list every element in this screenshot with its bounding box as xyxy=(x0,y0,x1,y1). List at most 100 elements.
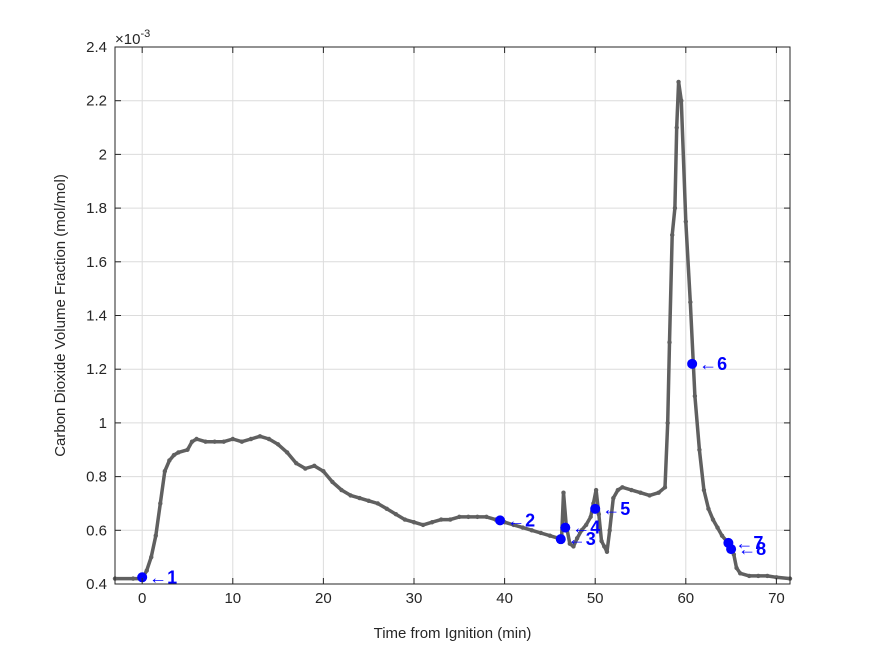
series-point xyxy=(710,517,716,522)
y-tick-label: 0.4 xyxy=(86,576,107,593)
series-point xyxy=(756,573,761,579)
series-point xyxy=(321,469,326,474)
annotation-marker-4 xyxy=(560,522,571,533)
series-point xyxy=(275,442,281,447)
series-point xyxy=(662,485,668,490)
series-point xyxy=(203,439,208,444)
annotation-label-4: ←4 xyxy=(572,518,600,538)
y-exponent-power: -3 xyxy=(140,28,150,40)
series-point xyxy=(629,487,634,493)
y-axis-title: Carbon Dioxide Volume Fraction (mol/mol) xyxy=(52,174,69,457)
x-tick-label: 60 xyxy=(677,590,694,607)
series-point xyxy=(697,447,702,452)
series-point xyxy=(239,439,245,444)
series-point xyxy=(348,493,353,498)
y-exponent-base: ×10 xyxy=(115,31,140,48)
series-point xyxy=(672,205,678,211)
series-point xyxy=(162,469,168,474)
series-point xyxy=(615,487,621,493)
series-point xyxy=(599,538,604,544)
ticks: 0 10 20 30 40 50 60 70 0.4 0.6 0.8 1 1.2 1.4 1.6 1.8 2 2.… xyxy=(86,39,790,607)
annotation-label-2: ←2 xyxy=(507,510,535,530)
series-point xyxy=(339,487,344,493)
annotation-marker-8 xyxy=(726,544,737,555)
series-point xyxy=(176,450,181,455)
series-point xyxy=(579,528,584,533)
series-point xyxy=(511,522,516,528)
series-point xyxy=(719,533,725,538)
series-point xyxy=(620,485,625,490)
annotation-marker-6 xyxy=(687,358,698,369)
y-tick-label: 2.4 xyxy=(86,39,107,56)
series-point xyxy=(266,436,272,442)
x-tick-label: 0 xyxy=(138,590,146,607)
annotation-label-8: ←8 xyxy=(738,539,766,559)
series-point xyxy=(438,517,444,522)
series-point xyxy=(357,495,362,501)
series-point xyxy=(411,520,417,525)
annotation-label-6: ←6 xyxy=(699,354,727,374)
x-axis-title: Time from Ignition (min) xyxy=(374,625,532,642)
series-point xyxy=(747,573,752,579)
annotation-marker-1 xyxy=(137,572,148,583)
series-point xyxy=(611,495,616,501)
series-point xyxy=(475,514,480,520)
series-point xyxy=(547,533,553,538)
series-point xyxy=(665,420,670,426)
series-point xyxy=(737,571,743,576)
series-point xyxy=(312,463,317,469)
series-point xyxy=(303,466,308,471)
series-point xyxy=(520,525,525,530)
annotation-label-7: ←7 xyxy=(735,533,763,553)
y-tick-label: 0.8 xyxy=(86,469,107,486)
y-tick-label: 1.6 xyxy=(86,254,107,271)
series-point xyxy=(692,393,698,399)
series-point xyxy=(607,528,612,533)
series-point xyxy=(676,79,681,85)
series-point xyxy=(715,525,720,530)
series-point xyxy=(679,98,684,103)
series-point xyxy=(688,299,693,305)
series-point xyxy=(593,487,599,493)
series-point xyxy=(667,340,672,345)
annotation-marker-3 xyxy=(555,534,566,545)
series-point xyxy=(674,125,679,130)
series-point xyxy=(375,501,380,506)
series-point xyxy=(248,436,254,442)
series-point xyxy=(284,450,290,455)
series-point xyxy=(647,493,652,498)
x-tick-label: 30 xyxy=(406,590,423,607)
series-point xyxy=(765,573,770,579)
series-point xyxy=(683,219,689,224)
series-point xyxy=(393,511,399,517)
x-tick-label: 40 xyxy=(496,590,513,607)
series-point xyxy=(158,501,163,506)
series-point xyxy=(638,490,643,495)
y-tick-label: 1.8 xyxy=(86,200,107,217)
series-point xyxy=(257,434,263,439)
series-point xyxy=(734,565,739,571)
series-point xyxy=(185,447,190,452)
annotation-markers: ←1 ←2 ←3←4←5 ←6 ←7←8 xyxy=(137,354,766,587)
series-point xyxy=(221,439,226,444)
annotation-label-1: ←1 xyxy=(149,567,177,587)
annotation-marker-5 xyxy=(590,503,601,514)
y-exponent-label: ×10-3 xyxy=(115,28,150,48)
series-point xyxy=(701,487,707,493)
series-point xyxy=(153,533,158,538)
series-point xyxy=(567,541,573,546)
series-point xyxy=(212,439,217,444)
series-point xyxy=(656,490,661,495)
y-tick-label: 2 xyxy=(99,146,107,163)
series-point xyxy=(604,549,610,554)
series-point xyxy=(130,576,136,581)
series-point xyxy=(706,506,711,512)
series-point xyxy=(574,536,580,541)
series-point xyxy=(602,544,607,549)
annotation-label-3: ←3 xyxy=(568,529,596,549)
series-point xyxy=(189,439,195,444)
series-point xyxy=(420,522,426,528)
series-point xyxy=(171,452,177,458)
x-tick-label: 70 xyxy=(768,590,785,607)
x-tick-label: 50 xyxy=(587,590,604,607)
